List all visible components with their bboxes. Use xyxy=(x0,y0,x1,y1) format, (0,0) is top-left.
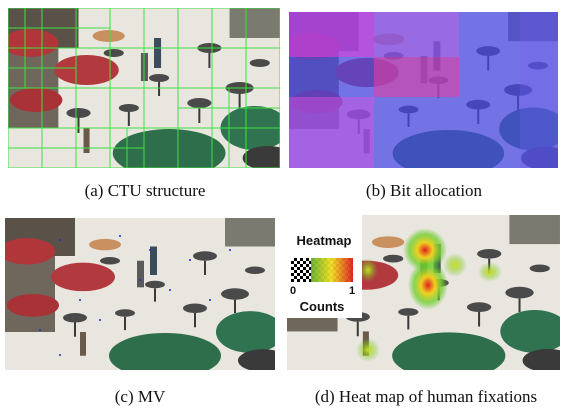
panel-d: Heatmap 0 1 Counts xyxy=(287,215,560,370)
legend-max: 1 xyxy=(349,285,355,297)
panel-c xyxy=(5,218,275,370)
heatmap-legend: Heatmap 0 1 Counts xyxy=(287,215,362,318)
caption: (b) Bit allocation xyxy=(366,181,483,200)
panel-b xyxy=(289,12,558,168)
legend-title: Heatmap xyxy=(297,233,352,248)
caption: (a) CTU structure xyxy=(85,181,206,200)
legend-min: 0 xyxy=(290,285,296,297)
panel-a xyxy=(8,8,280,168)
caption: (c) MV xyxy=(115,387,166,406)
legend-label: Counts xyxy=(300,299,345,314)
caption: (d) Heat map of human fixations xyxy=(315,387,537,406)
